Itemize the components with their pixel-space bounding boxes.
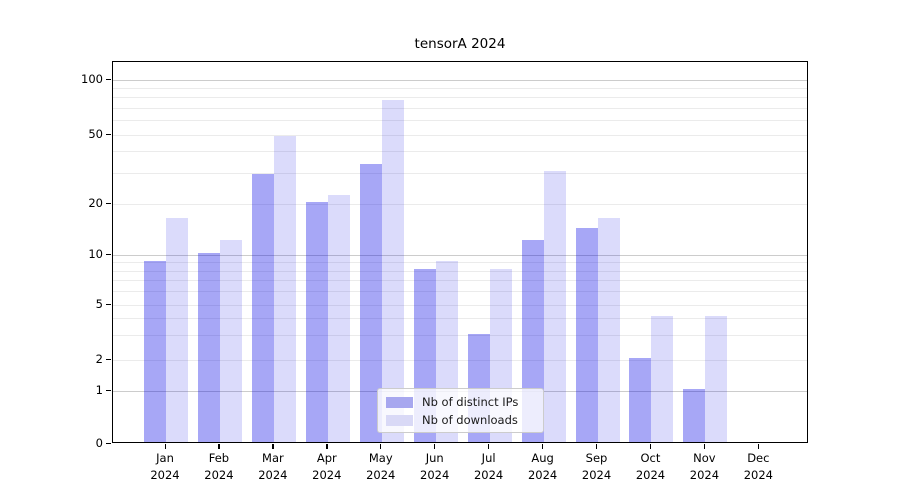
bar-downloads-apr [327, 194, 350, 442]
chart-title: tensorA 2024 [414, 36, 506, 52]
x-tick-label: Oct 2024 [635, 451, 666, 482]
x-tick-label: Mar 2024 [258, 451, 288, 482]
x-tick-label: Jan 2024 [150, 451, 180, 482]
legend: Nb of distinct IPs Nb of downloads [377, 388, 544, 433]
x-tick-mark [703, 444, 706, 449]
bar-downloads-oct [651, 316, 674, 442]
y-gridline-minor [113, 317, 807, 319]
bar-downloads-feb [219, 239, 242, 442]
bar-distinct-ips-mar [251, 174, 274, 442]
legend-swatch-downloads [386, 414, 413, 426]
x-tick-mark [542, 444, 544, 449]
bar-distinct-ips-feb [197, 253, 220, 442]
bar-downloads-may [381, 99, 404, 442]
x-tick-mark [218, 444, 220, 449]
y-gridline-minor [113, 280, 807, 282]
y-gridline-major [113, 254, 807, 256]
y-tick-mark [106, 358, 111, 360]
bar-downloads-mar [273, 136, 296, 442]
bar-distinct-ips-may [359, 164, 382, 442]
y-gridline-minor [113, 172, 807, 174]
y-gridline-minor [113, 134, 807, 136]
x-tick-label: Jun 2024 [420, 451, 450, 482]
x-tick-mark [380, 444, 382, 449]
y-tick-label: 50 [88, 127, 103, 141]
x-tick-mark [164, 444, 166, 449]
x-tick-mark [757, 444, 760, 449]
y-tick-mark [106, 133, 111, 135]
bar-distinct-ips-jan [144, 260, 166, 442]
y-tick-mark [106, 389, 111, 391]
y-tick-mark [106, 303, 111, 305]
y-gridline-minor [113, 262, 807, 264]
y-tick-label: 10 [88, 247, 103, 261]
bar-downloads-sep [597, 218, 620, 442]
y-gridline-minor [113, 359, 807, 361]
y-gridline-minor [113, 107, 807, 109]
legend-label-downloads: Nb of downloads [422, 413, 518, 427]
x-tick-mark [272, 444, 274, 449]
x-tick-label: Sep 2024 [581, 451, 612, 482]
y-gridline-minor [113, 335, 807, 337]
y-tick-mark [106, 442, 111, 444]
y-gridline-minor [113, 151, 807, 153]
y-gridline-minor [113, 87, 807, 89]
y-tick-label: 0 [95, 436, 103, 450]
bar-downloads-nov [705, 316, 728, 442]
x-tick-mark [326, 444, 328, 449]
legend-item-downloads: Nb of downloads [386, 412, 535, 428]
y-tick-mark [106, 253, 111, 255]
y-gridline-major [113, 79, 807, 81]
legend-item-distinct-ips: Nb of distinct IPs [386, 394, 535, 410]
y-gridline-minor [113, 203, 807, 205]
y-tick-label: 20 [88, 196, 103, 210]
bar-downloads-aug [543, 171, 566, 442]
bar-distinct-ips-oct [629, 358, 652, 442]
y-gridline-minor [113, 291, 807, 293]
x-tick-label: Aug 2024 [527, 451, 558, 482]
bar-distinct-ips-sep [575, 228, 598, 442]
y-tick-mark [106, 202, 111, 204]
bar-distinct-ips-apr [305, 202, 328, 442]
x-tick-label: Dec 2024 [743, 451, 773, 482]
bar-distinct-ips-nov [683, 389, 706, 442]
y-gridline-minor [113, 120, 807, 122]
x-tick-label: Jul 2024 [473, 451, 504, 482]
x-tick-mark [434, 444, 436, 449]
legend-swatch-distinct-ips [386, 396, 413, 408]
y-tick-label: 2 [95, 352, 103, 366]
x-tick-mark [649, 444, 652, 449]
x-tick-mark [488, 444, 490, 449]
y-gridline-minor [113, 304, 807, 306]
y-tick-label: 100 [81, 72, 103, 86]
y-gridline-minor [113, 270, 807, 272]
bar-downloads-jan [166, 218, 188, 442]
legend-label-distinct-ips: Nb of distinct IPs [422, 395, 519, 409]
x-tick-label: May 2024 [366, 451, 396, 482]
plot-area [112, 61, 808, 443]
x-tick-label: Feb 2024 [204, 451, 234, 482]
x-tick-mark [596, 444, 598, 449]
x-tick-label: Apr 2024 [312, 451, 342, 482]
x-tick-label: Nov 2024 [689, 451, 720, 482]
y-tick-label: 5 [95, 297, 103, 311]
y-tick-mark [106, 78, 111, 80]
y-gridline-minor [113, 97, 807, 99]
y-tick-label: 1 [95, 383, 103, 397]
